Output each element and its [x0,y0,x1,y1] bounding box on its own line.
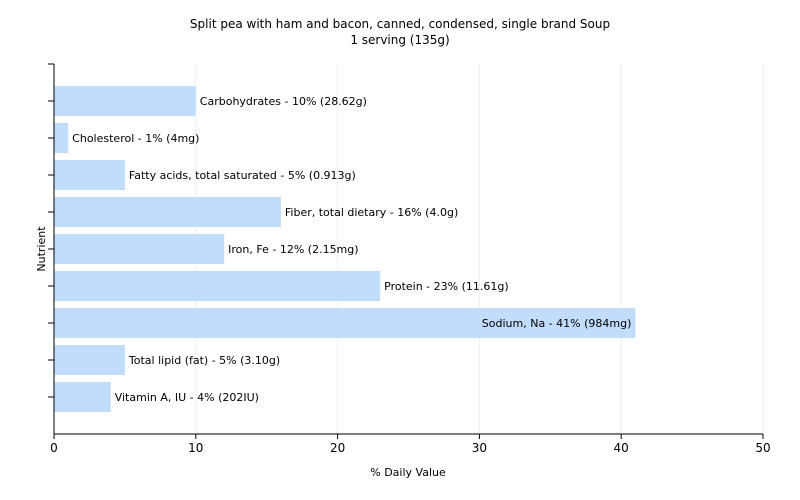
chart-title: Split pea with ham and bacon, canned, co… [190,17,610,31]
bar [54,123,69,153]
bar [54,197,281,227]
bar [54,345,125,375]
bars-group: Carbohydrates - 10% (28.62g) Cholesterol … [54,86,636,412]
x-tick-label: 20 [330,441,345,455]
bar-label: Protein - 23% (11.61g) [384,280,509,293]
bar-label: Fiber, total dietary - 16% (4.0g) [285,206,458,219]
x-tick-label: 30 [472,441,487,455]
bar [54,271,381,301]
x-tick-label: 0 [50,441,58,455]
bar-label: Fatty acids, total saturated - 5% (0.913… [129,169,356,182]
x-tick-label: 40 [614,441,629,455]
grid-lines [195,64,764,434]
bar-label: Iron, Fe - 12% (2.15mg) [228,243,358,256]
y-ticks-group [48,63,54,398]
bar [54,308,636,338]
bar [54,86,196,116]
bar-label: Vitamin A, IU - 4% (202IU) [115,391,259,404]
x-axis-label: % Daily Value [370,466,446,479]
bar [54,234,225,264]
bar-label: Sodium, Na - 41% (984mg) [482,317,632,330]
chart-subtitle: 1 serving (135g) [350,33,449,47]
x-ticks-group: 0 10 20 30 40 50 [50,434,771,455]
bar [54,382,111,412]
y-axis-label: Nutrient [35,226,48,272]
bar-label: Cholesterol - 1% (4mg) [72,132,199,145]
x-tick-label: 50 [755,441,770,455]
bar-label: Total lipid (fat) - 5% (3.10g) [128,354,280,367]
bar-label: Carbohydrates - 10% (28.62g) [200,95,367,108]
x-tick-label: 10 [188,441,203,455]
bar [54,160,125,190]
